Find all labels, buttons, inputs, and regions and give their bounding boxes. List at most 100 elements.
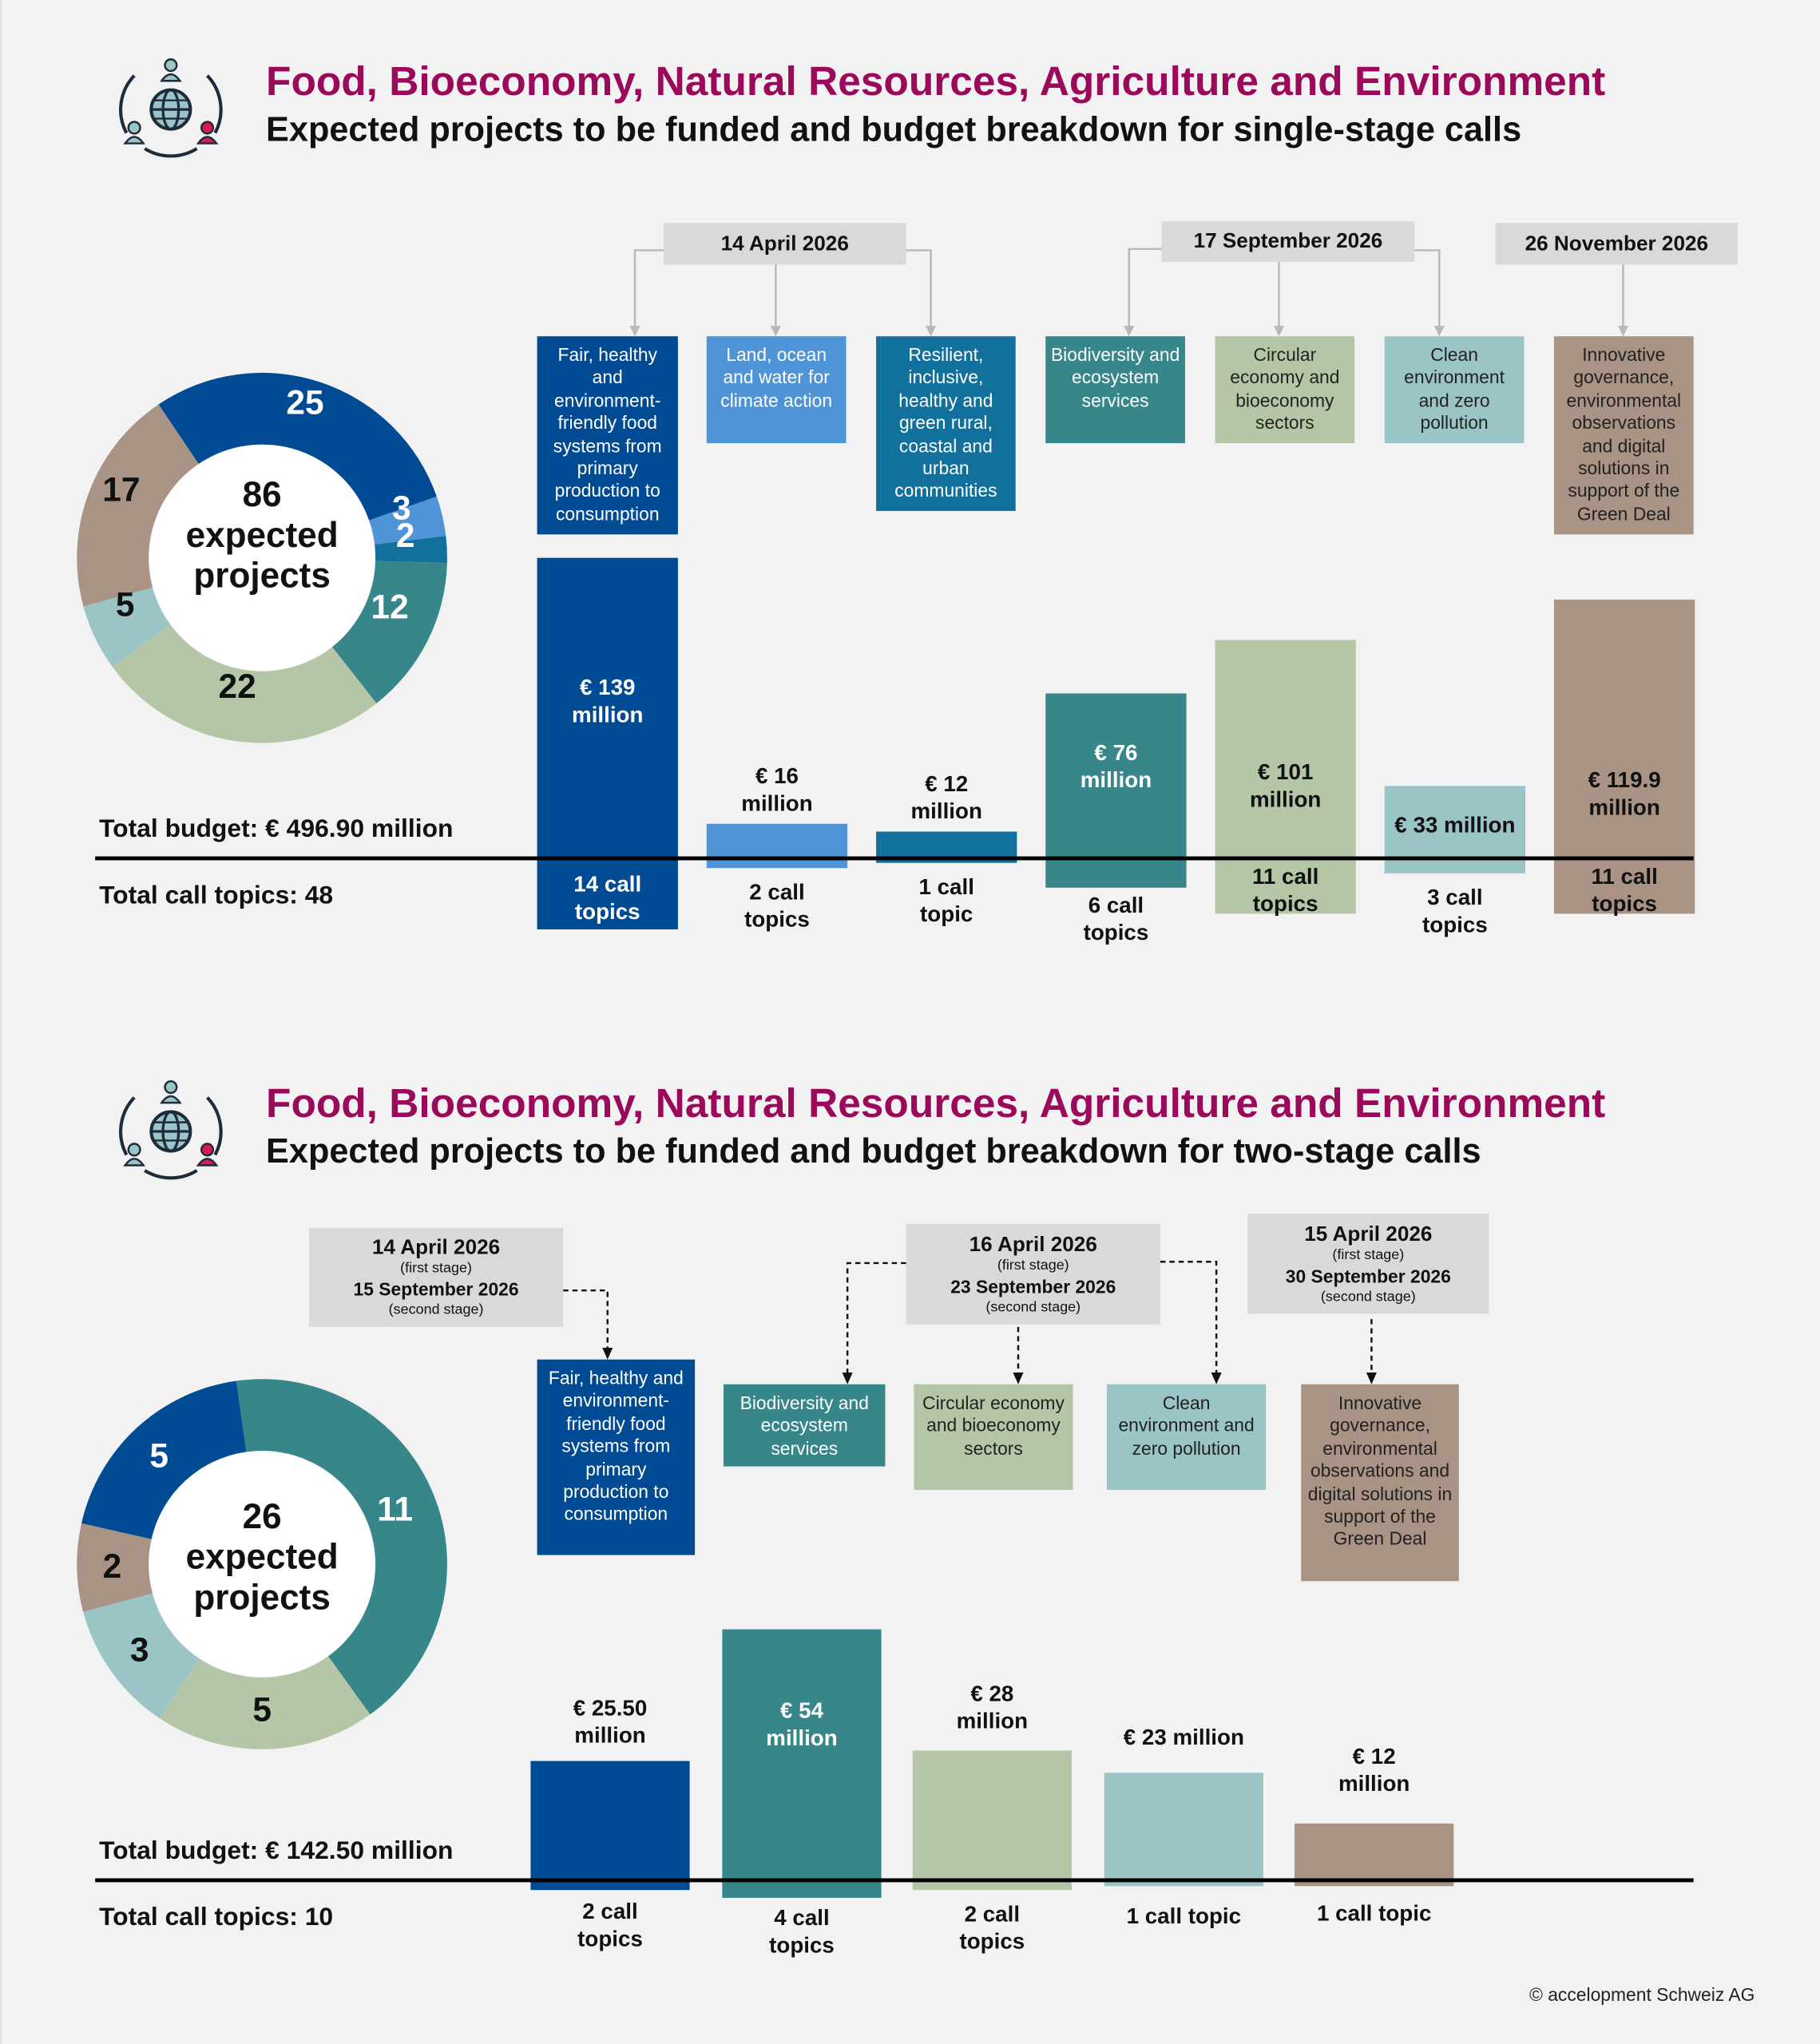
section1-subtitle: Expected projects to be funded and budge…: [266, 109, 1522, 149]
budget-label: € 12 million: [910, 771, 982, 824]
donut-segment: [331, 561, 447, 703]
second-stage-date: 23 September 2026: [950, 1275, 1116, 1297]
deadline-box: 14 April 2026: [663, 223, 906, 265]
budget-bar: [706, 822, 848, 868]
budget-bar: [1553, 599, 1695, 914]
budget-bar: [1104, 1773, 1263, 1887]
deadline-box: 16 April 2026 (first stage) 23 September…: [906, 1223, 1160, 1325]
category-resilient-communities: Resilient, inclusive, healthy and green …: [876, 336, 1016, 511]
category-biodiversity: Biodiversity and ecosystem services: [1045, 336, 1185, 444]
category-innovative-governance: Innovative governance, environmental obs…: [1553, 336, 1694, 535]
call-topics-label: 2 call topics: [959, 1901, 1025, 1955]
second-stage-date: 15 September 2026: [353, 1278, 519, 1300]
budget-label: € 139 million: [572, 675, 644, 727]
budget-label: € 119.9 million: [1588, 767, 1661, 820]
category-circular-economy: Circular economy and bioeconomy sectors: [914, 1384, 1073, 1490]
budget-bar: [912, 1749, 1072, 1891]
donut-segment: [112, 624, 377, 743]
deadline-date: 26 November 2026: [1525, 232, 1709, 256]
donut-segment: [158, 372, 437, 521]
second-stage-label: (second stage): [985, 1298, 1081, 1315]
donut-segment-label: 25: [286, 382, 324, 422]
budget-bar: [1215, 640, 1356, 914]
deadline-connectors-dashed: [563, 1261, 1377, 1384]
donut-segment: [369, 496, 446, 545]
expected-label: expected: [185, 515, 339, 555]
globe-people-icon: [119, 58, 223, 158]
first-stage-label: (first stage): [1332, 1246, 1405, 1263]
total-budget: Total budget: € 496.90 million: [99, 814, 454, 844]
category-innovative-governance: Innovative governance, environmental obs…: [1301, 1384, 1459, 1582]
total-call-topics: Total call topics: 10: [99, 1903, 334, 1932]
call-topics-label: 4 call topics: [769, 1905, 835, 1959]
expected-projects-count: 86: [242, 475, 282, 515]
category-clean-environment: Clean environment and zero pollution: [1107, 1384, 1267, 1490]
projects-label: projects: [193, 1578, 331, 1618]
category-food-systems: Fair, healthy and environment-friendly f…: [537, 336, 678, 535]
deadline-date: 17 September 2026: [1193, 230, 1383, 253]
call-topics-label: 11 call topics: [1251, 864, 1319, 917]
donut-segment-label: 17: [102, 469, 141, 509]
donut-segment: [160, 1656, 371, 1749]
donut-segment-label: 5: [252, 1689, 272, 1729]
donut-segment: [83, 1593, 200, 1719]
donut-center-label: 86 expected projects: [132, 475, 393, 596]
call-topics-label: 14 call topics: [573, 872, 642, 925]
first-stage-date: 14 April 2026: [371, 1237, 501, 1260]
axis-line: [95, 1878, 1694, 1883]
budget-label: € 101 million: [1249, 759, 1322, 813]
globe-people-icon: [119, 1079, 223, 1180]
expected-label: expected: [185, 1537, 339, 1577]
call-topics-label: 2 call topics: [744, 879, 810, 933]
call-topics-label: 1 call topic: [1316, 1901, 1432, 1927]
first-stage-label: (first stage): [997, 1257, 1069, 1274]
first-stage-date: 16 April 2026: [969, 1234, 1097, 1256]
call-topics-label: 1 call topic: [1126, 1903, 1242, 1929]
category-food-systems: Fair, healthy and environment-friendly f…: [537, 1359, 696, 1555]
copyright: © accelopment Schweiz AG: [1529, 1983, 1755, 2005]
second-stage-date: 30 September 2026: [1285, 1265, 1451, 1286]
donut-segment-label: 5: [149, 1436, 169, 1476]
second-stage-label: (second stage): [388, 1301, 484, 1318]
axis-line: [95, 856, 1694, 861]
donut-segment-label: 3: [129, 1630, 149, 1670]
donut-segment: [375, 536, 447, 564]
donut-segment-label: 3: [392, 488, 411, 528]
donut-segment-label: 2: [395, 515, 415, 555]
call-topics-label: 2 call topics: [577, 1899, 643, 1951]
donut-segment: [77, 404, 199, 607]
donut-segment-label: 22: [218, 667, 256, 707]
deadline-box: 26 November 2026: [1495, 223, 1739, 265]
category-circular-economy: Circular economy and bioeconomy sectors: [1215, 336, 1355, 444]
total-budget: Total budget: € 142.50 million: [99, 1836, 454, 1866]
donut-segment-label: 12: [371, 587, 409, 627]
deadline-box: 14 April 2026 (first stage) 15 September…: [308, 1227, 564, 1327]
budget-label: € 33 million: [1394, 812, 1516, 838]
call-topics-label: 3 call topics: [1422, 885, 1488, 937]
budget-label: € 28 million: [956, 1681, 1029, 1734]
budget-label: € 16 million: [741, 763, 813, 816]
category-clean-environment: Clean environment and zero pollution: [1384, 336, 1525, 444]
budget-label: € 23 million: [1123, 1725, 1244, 1750]
donut-center-label: 26 expected projects: [132, 1497, 393, 1618]
deadline-box: 15 April 2026 (first stage) 30 September…: [1247, 1213, 1489, 1314]
donut-hole: [149, 1451, 375, 1678]
projects-label: projects: [193, 556, 331, 596]
donut-segment: [83, 587, 171, 667]
section2-title: Food, Bioeconomy, Natural Resources, Agr…: [266, 1079, 1606, 1127]
first-stage-label: (first stage): [400, 1260, 472, 1277]
donut-hole: [149, 445, 375, 671]
budget-label: € 54 million: [766, 1698, 838, 1751]
call-topics-label: 11 call topics: [1591, 864, 1658, 917]
category-land-ocean-water: Land, ocean and water for climate action: [706, 336, 847, 444]
budget-bar: [722, 1630, 882, 1898]
donut-segment-label: 2: [102, 1546, 122, 1586]
budget-label: € 12 million: [1338, 1744, 1410, 1796]
budget-bar: [537, 557, 678, 929]
call-topics-label: 1 call topic: [918, 874, 974, 927]
call-topics-label: 6 call topics: [1083, 893, 1149, 945]
donut-segment-label: 11: [377, 1489, 414, 1529]
category-biodiversity: Biodiversity and ecosystem services: [724, 1384, 886, 1467]
deadline-box: 17 September 2026: [1161, 221, 1415, 263]
